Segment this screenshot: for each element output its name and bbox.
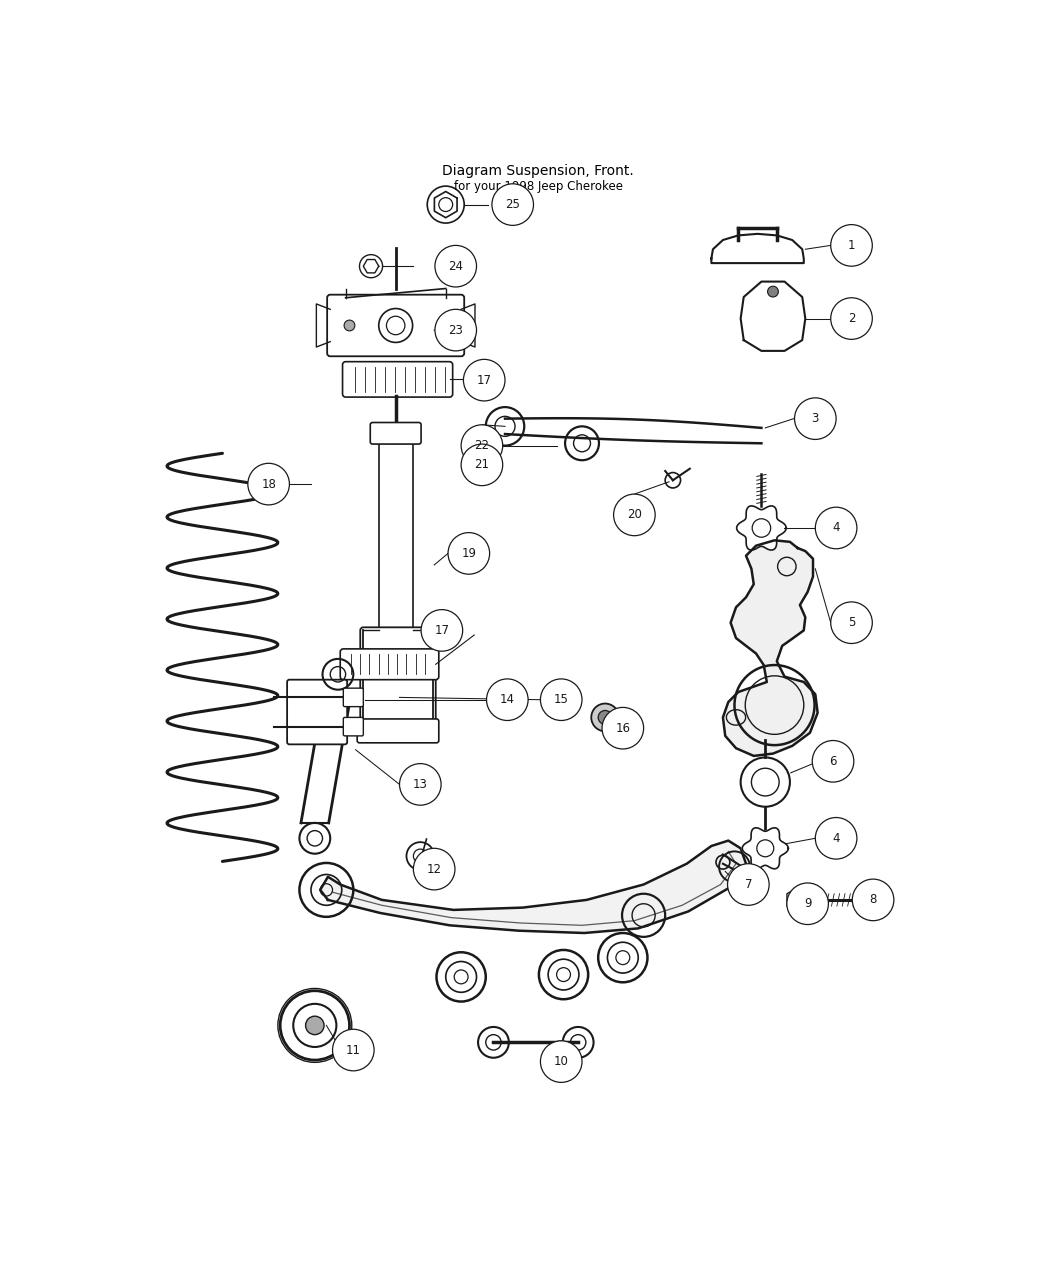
Polygon shape: [320, 840, 746, 933]
Circle shape: [461, 425, 503, 467]
Circle shape: [486, 678, 528, 720]
Text: 5: 5: [847, 616, 855, 629]
Circle shape: [437, 320, 447, 332]
Circle shape: [541, 1040, 582, 1082]
Circle shape: [768, 286, 778, 297]
Circle shape: [333, 1029, 374, 1071]
Polygon shape: [864, 890, 875, 910]
Text: 4: 4: [833, 521, 840, 534]
Circle shape: [306, 1016, 324, 1034]
FancyBboxPatch shape: [340, 649, 439, 680]
Text: 17: 17: [435, 623, 449, 638]
FancyBboxPatch shape: [357, 719, 439, 743]
Circle shape: [435, 310, 477, 351]
Circle shape: [399, 764, 441, 806]
Text: Diagram Suspension, Front.: Diagram Suspension, Front.: [442, 163, 634, 177]
FancyBboxPatch shape: [371, 422, 421, 444]
Text: 22: 22: [475, 439, 489, 453]
Text: 8: 8: [869, 894, 877, 907]
Polygon shape: [737, 506, 786, 550]
Circle shape: [602, 708, 644, 748]
Text: 11: 11: [345, 1043, 361, 1057]
Polygon shape: [786, 887, 809, 912]
Circle shape: [831, 298, 873, 339]
Circle shape: [344, 320, 355, 332]
Circle shape: [421, 609, 463, 652]
Text: 18: 18: [261, 478, 276, 491]
FancyBboxPatch shape: [343, 718, 363, 736]
Text: 2: 2: [847, 312, 856, 325]
Text: 1: 1: [847, 238, 856, 252]
Text: 17: 17: [477, 374, 491, 386]
Text: 3: 3: [812, 412, 819, 425]
Circle shape: [613, 495, 655, 536]
Text: 13: 13: [413, 778, 427, 790]
Circle shape: [831, 224, 873, 266]
Polygon shape: [740, 282, 805, 351]
Circle shape: [815, 817, 857, 859]
Text: 21: 21: [475, 458, 489, 472]
Circle shape: [591, 704, 620, 732]
Text: 9: 9: [804, 898, 812, 910]
Text: 7: 7: [744, 878, 752, 891]
Text: 25: 25: [505, 198, 520, 212]
Polygon shape: [712, 233, 804, 263]
Circle shape: [461, 444, 503, 486]
Text: 14: 14: [500, 694, 514, 706]
Text: 4: 4: [833, 831, 840, 845]
Polygon shape: [723, 541, 818, 756]
Circle shape: [815, 507, 857, 548]
Circle shape: [414, 848, 455, 890]
Circle shape: [831, 602, 873, 644]
Circle shape: [813, 741, 854, 782]
Polygon shape: [363, 260, 379, 273]
Circle shape: [435, 245, 477, 287]
Circle shape: [795, 398, 836, 440]
Text: 12: 12: [426, 863, 442, 876]
Circle shape: [853, 878, 894, 921]
Circle shape: [491, 184, 533, 226]
Text: for your 1998 Jeep Cherokee: for your 1998 Jeep Cherokee: [454, 180, 623, 193]
Text: 24: 24: [448, 260, 463, 273]
Text: 16: 16: [615, 722, 630, 734]
Circle shape: [541, 678, 582, 720]
FancyBboxPatch shape: [328, 295, 464, 356]
FancyBboxPatch shape: [342, 362, 453, 397]
Circle shape: [448, 533, 489, 574]
Polygon shape: [742, 827, 789, 868]
Circle shape: [463, 360, 505, 400]
Circle shape: [598, 710, 612, 724]
Text: 20: 20: [627, 509, 642, 521]
FancyBboxPatch shape: [360, 627, 436, 725]
Text: 23: 23: [448, 324, 463, 337]
FancyBboxPatch shape: [287, 680, 348, 745]
FancyBboxPatch shape: [343, 688, 363, 706]
Circle shape: [728, 863, 769, 905]
Polygon shape: [435, 191, 457, 218]
Circle shape: [786, 884, 828, 924]
Text: 6: 6: [830, 755, 837, 768]
Text: 10: 10: [553, 1056, 569, 1068]
Circle shape: [248, 463, 290, 505]
Text: 15: 15: [553, 694, 569, 706]
Text: 19: 19: [461, 547, 477, 560]
